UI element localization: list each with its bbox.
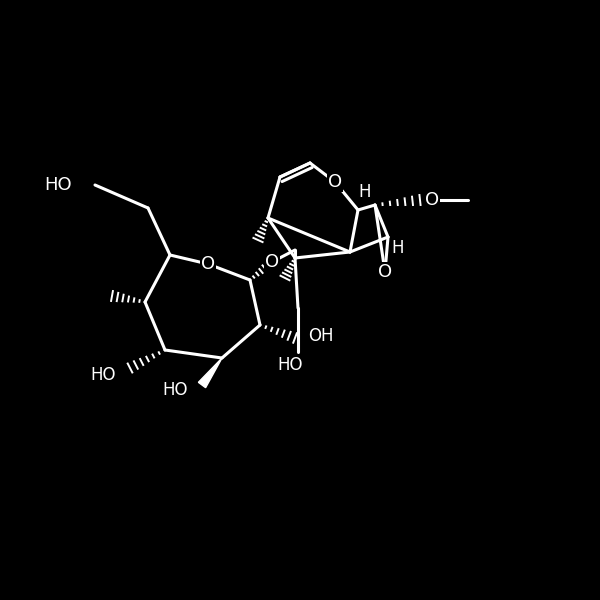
Text: HO: HO — [44, 176, 72, 194]
Text: O: O — [265, 253, 279, 271]
Text: HO: HO — [91, 366, 116, 384]
Text: H: H — [359, 183, 371, 201]
Text: OH: OH — [308, 327, 334, 345]
Text: HO: HO — [277, 356, 303, 374]
Text: O: O — [328, 173, 342, 191]
Text: H: H — [392, 239, 404, 257]
Text: HO: HO — [163, 381, 188, 399]
Text: O: O — [378, 263, 392, 281]
Text: O: O — [201, 255, 215, 273]
Polygon shape — [199, 358, 222, 388]
Text: O: O — [425, 191, 439, 209]
